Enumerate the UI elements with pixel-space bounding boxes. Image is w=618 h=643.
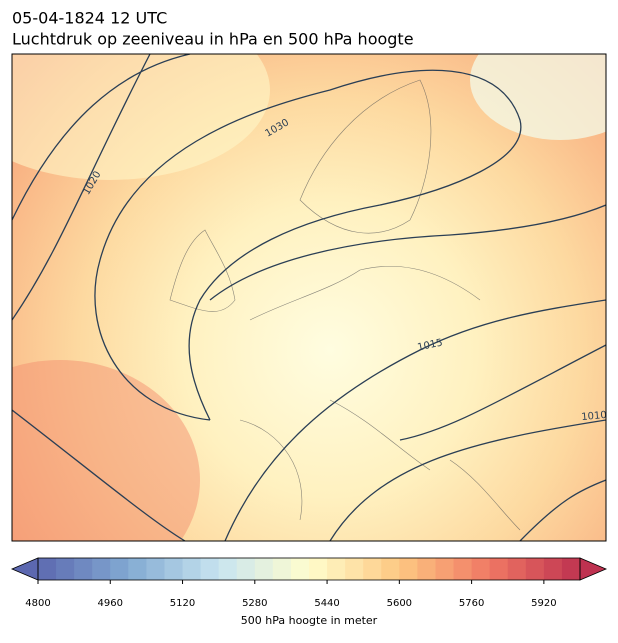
colorbar-segment <box>164 558 184 580</box>
map-title: Luchtdruk op zeeniveau in hPa en 500 hPa… <box>12 30 414 49</box>
colorbar-segment <box>399 558 418 580</box>
isobar <box>224 299 606 541</box>
colorbar-segment <box>92 558 111 580</box>
colorbar-segment <box>309 558 328 580</box>
map: 1030 1020 1015 1010 <box>12 54 607 541</box>
isobar <box>329 419 606 541</box>
colorbar-tick-label: 5600 <box>387 598 412 609</box>
date-title: 05-04-1824 12 UTC <box>12 9 167 28</box>
colorbar-segment <box>327 558 346 580</box>
colorbar-segment <box>200 558 220 580</box>
colorbar-segment <box>435 558 455 580</box>
isobar-label: 1010 <box>581 410 607 423</box>
colorbar-tick-label: 5120 <box>170 598 195 609</box>
colorbar-segment <box>417 558 436 580</box>
colorbar-tick-label: 5920 <box>531 598 556 609</box>
colorbar-segment <box>182 558 202 580</box>
isobar <box>12 409 186 541</box>
isobar <box>12 54 151 321</box>
colorbar-segment <box>38 558 57 580</box>
map-frame <box>11 53 607 542</box>
height-field <box>470 54 606 140</box>
colorbar-tick-label: 4960 <box>98 598 123 609</box>
colorbar-segment <box>218 558 238 580</box>
colorbar-segment <box>471 558 491 580</box>
colorbar: 4800 4960 5120 5280 5440 5600 5760 5920 <box>10 557 608 609</box>
colorbar-segment <box>236 558 256 580</box>
colorbar-segment <box>345 558 364 580</box>
height-field <box>12 360 200 541</box>
colorbar-label: 500 hPa hoogte in meter <box>241 614 378 627</box>
isobar <box>94 69 522 421</box>
colorbar-segment <box>254 558 274 580</box>
colorbar-tick-label: 4800 <box>25 598 50 609</box>
colorbar-segment <box>525 558 545 580</box>
colorbar-segment <box>146 558 165 580</box>
colorbar-segment <box>507 558 527 580</box>
colorbar-segment <box>128 558 147 580</box>
colorbar-segment <box>74 558 93 580</box>
colorbar-segment <box>272 558 292 580</box>
isobar <box>209 204 606 301</box>
colorbar-segment <box>543 558 563 580</box>
colorbar-tick-label: 5440 <box>314 598 339 609</box>
colorbar-segment <box>110 558 129 580</box>
colorbar-frame <box>37 557 581 581</box>
colorbar-segment <box>381 558 400 580</box>
colorbar-extend <box>579 557 608 581</box>
isobar <box>519 479 606 541</box>
isobar-label: 1015 <box>417 337 444 353</box>
isobar <box>399 344 606 441</box>
coastline <box>169 79 521 531</box>
colorbar-extend <box>10 557 39 581</box>
colorbar-segment <box>363 558 382 580</box>
colorbar-tick-label: 5280 <box>242 598 267 609</box>
isobar <box>12 54 191 221</box>
colorbar-segment <box>290 558 310 580</box>
colorbar-tick-label: 5760 <box>459 598 484 609</box>
height-field <box>12 54 270 180</box>
colorbar-segment <box>561 558 581 580</box>
colorbar-segment <box>56 558 75 580</box>
colorbar-segment <box>453 558 473 580</box>
colorbar-segment <box>489 558 509 580</box>
